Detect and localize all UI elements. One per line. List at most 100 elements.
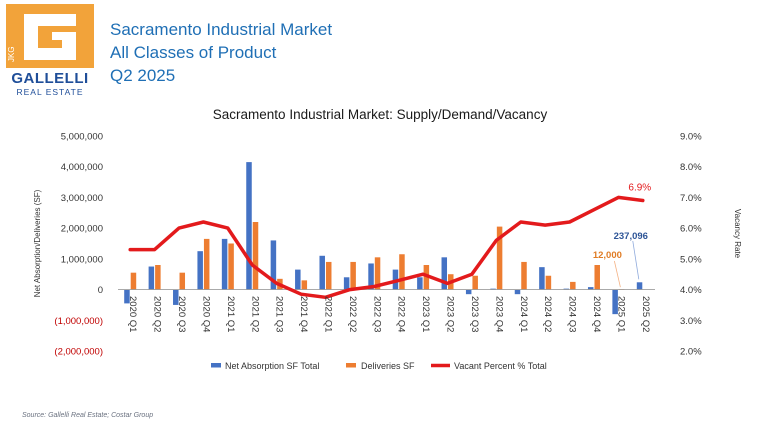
x-tick-label: 2025 Q2 [640, 296, 651, 332]
x-tick-label: 2022 Q1 [322, 296, 333, 332]
absorption-label-leader [632, 240, 640, 280]
net-absorption-bar [368, 263, 374, 290]
deliveries-bar [374, 257, 381, 290]
legend-swatch-deliveries [346, 363, 356, 368]
x-tick-label: 2020 Q1 [127, 296, 138, 332]
x-tick-label: 2024 Q2 [542, 296, 553, 332]
x-tick-label: 2022 Q4 [396, 296, 407, 332]
net-absorption-bar [490, 288, 496, 290]
net-absorption-bar [270, 240, 277, 290]
net-absorption-bar [173, 289, 179, 305]
net-absorption-bar [417, 277, 423, 290]
deliveries-data-label: 12,000 [593, 250, 622, 261]
deliveries-bar [252, 222, 259, 290]
deliveries-label-leader [613, 260, 621, 288]
x-tick-label: 2021 Q4 [298, 296, 309, 332]
x-tick-label: 2023 Q3 [469, 296, 480, 332]
y-tick-label: 1,000,000 [61, 254, 103, 265]
x-tick-label: 2024 Q1 [518, 296, 529, 332]
x-tick-label: 2023 Q4 [493, 296, 504, 332]
company-logo: JKG GALLELLI REAL ESTATE [6, 4, 94, 97]
deliveries-bar [399, 254, 405, 290]
deliveries-bar [496, 226, 503, 290]
x-tick-label: 2022 Q2 [347, 296, 358, 332]
net-absorption-bar [563, 288, 570, 290]
header-title: Sacramento Industrial Market [110, 20, 333, 39]
net-absorption-bar [612, 289, 618, 315]
net-absorption-bar [197, 251, 203, 290]
y-tick-label: 4,000,000 [61, 162, 103, 173]
net-absorption-bar [587, 287, 594, 290]
x-tick-label: 2023 Q2 [445, 296, 456, 332]
y2-tick-label: 9.0% [680, 132, 702, 143]
y-axis-label: Net Absorption/Deliveries (SF) [33, 189, 42, 297]
deliveries-bar [155, 265, 161, 290]
net-absorption-bar [148, 266, 155, 290]
y2-tick-label: 8.0% [680, 162, 702, 173]
net-absorption-bar [124, 289, 130, 304]
deliveries-bar [521, 261, 527, 290]
vacancy-data-label: 6.9% [628, 183, 651, 194]
source-note: Source: Gallelli Real Estate; Costar Gro… [22, 412, 154, 419]
deliveries-bar [179, 272, 186, 290]
absorption-data-label: 237,096 [614, 231, 648, 242]
net-absorption-bar [319, 255, 325, 290]
deliveries-bar [228, 243, 234, 290]
deliveries-bar [130, 272, 137, 290]
deliveries-bar [301, 280, 308, 290]
logo-subtitle: REAL ESTATE [16, 87, 84, 97]
x-tick-label: 2024 Q4 [591, 296, 602, 332]
x-tick-label: 2020 Q3 [176, 296, 187, 332]
vacancy-rate-line [128, 195, 645, 300]
y-tick-label: (1,000,000) [54, 316, 103, 327]
x-tick-label: 2024 Q3 [567, 296, 578, 332]
legend-label-vacancy: Vacant Percent % Total [454, 361, 547, 371]
y-tick-label: (2,000,000) [54, 347, 103, 358]
y2-tick-label: 5.0% [680, 254, 702, 265]
net-absorption-bar [636, 282, 643, 290]
header-period: Q2 2025 [110, 66, 176, 85]
logo-name: GALLELLI [11, 70, 89, 87]
deliveries-bar [594, 265, 600, 290]
net-absorption-bar [441, 257, 448, 290]
y2-tick-label: 4.0% [680, 285, 702, 296]
chart-title: Sacramento Industrial Market: Supply/Dem… [213, 107, 548, 122]
y2-tick-label: 3.0% [680, 316, 702, 327]
supply-demand-vacancy-chart: Sacramento Industrial Market: Supply/Dem… [33, 107, 742, 371]
y-tick-label: 3,000,000 [61, 193, 103, 204]
logo-mark-text: JKG [7, 46, 16, 62]
x-tick-label: 2025 Q1 [615, 296, 626, 332]
y2-tick-label: 2.0% [680, 347, 702, 358]
legend-swatch-net-absorption [211, 363, 221, 368]
deliveries-bar [325, 261, 332, 290]
net-absorption-bar [465, 289, 472, 295]
net-absorption-bar [539, 267, 545, 290]
net-absorption-bar [295, 269, 301, 290]
net-absorption-bar [221, 238, 228, 290]
x-tick-label: 2021 Q1 [225, 296, 236, 332]
deliveries-bar [472, 275, 478, 290]
deliveries-bar [545, 275, 552, 290]
x-tick-label: 2021 Q2 [249, 296, 260, 332]
net-absorption-bar [343, 277, 350, 290]
legend-label-deliveries: Deliveries SF [361, 361, 415, 371]
x-tick-label: 2021 Q3 [274, 296, 285, 332]
legend-label-net-absorption: Net Absorption SF Total [225, 361, 319, 371]
y2-tick-label: 7.0% [680, 193, 702, 204]
net-absorption-bar [514, 289, 521, 295]
net-absorption-bar [246, 162, 252, 290]
x-tick-label: 2020 Q4 [200, 296, 211, 332]
x-tick-label: 2020 Q2 [152, 296, 163, 332]
x-tick-label: 2023 Q1 [420, 296, 431, 332]
y2-axis-label: Vacancy Rate [733, 209, 742, 259]
deliveries-bar [203, 238, 210, 290]
y-tick-label: 0 [98, 285, 103, 296]
y2-tick-label: 6.0% [680, 224, 702, 235]
header-subtitle: All Classes of Product [110, 43, 277, 62]
y-tick-label: 2,000,000 [61, 224, 103, 235]
deliveries-bar [570, 281, 576, 290]
logo-g-icon: JKG [7, 14, 76, 62]
y-tick-label: 5,000,000 [61, 132, 103, 143]
x-tick-label: 2022 Q3 [371, 296, 382, 332]
deliveries-bar [350, 261, 356, 290]
